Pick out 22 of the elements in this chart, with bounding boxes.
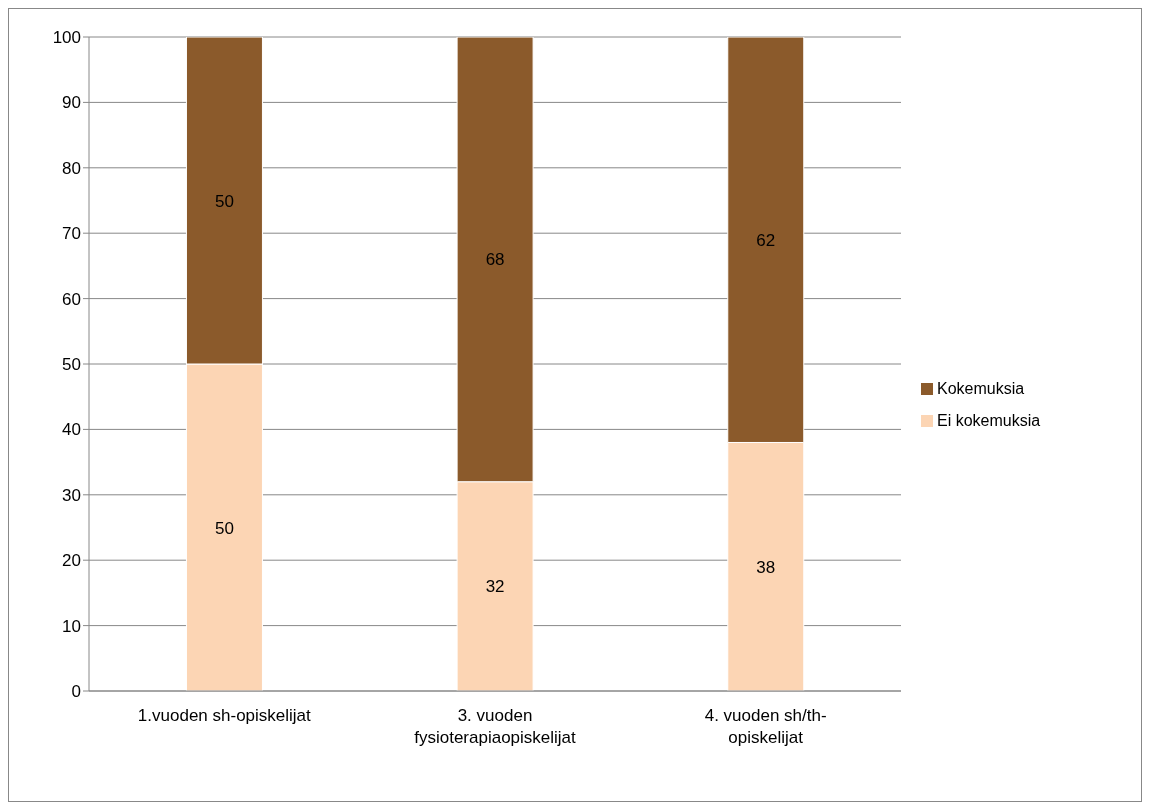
y-tick-label: 50 <box>62 355 81 375</box>
x-tick-label: 1.vuoden sh-opiskelijat <box>137 706 312 725</box>
data-label: 50 <box>214 191 234 211</box>
data-label: 68 <box>485 250 505 270</box>
legend-label: Ei kokemuksia <box>937 412 1041 430</box>
data-label: 62 <box>756 230 776 250</box>
y-tick-label: 90 <box>62 93 81 113</box>
x-tick-label: 4. vuoden sh/th-opiskelijat <box>704 706 827 747</box>
data-label: 50 <box>214 518 234 538</box>
y-tick-label: 20 <box>62 551 81 571</box>
data-label: 38 <box>756 557 776 577</box>
y-tick-label: 100 <box>52 28 81 48</box>
y-tick-label: 60 <box>62 289 81 309</box>
x-tick-label: 3. vuoden fysioterapiaopiskelijat <box>414 706 577 747</box>
y-tick-label: 10 <box>62 616 81 636</box>
y-tick-label: 70 <box>62 224 81 244</box>
legend-label: Kokemuksia <box>937 380 1025 398</box>
y-tick-label: 80 <box>62 158 81 178</box>
y-tick-label: 30 <box>62 485 81 505</box>
data-label: 32 <box>485 577 505 597</box>
y-tick-label: 0 <box>71 682 81 702</box>
y-tick-label: 40 <box>62 420 81 440</box>
